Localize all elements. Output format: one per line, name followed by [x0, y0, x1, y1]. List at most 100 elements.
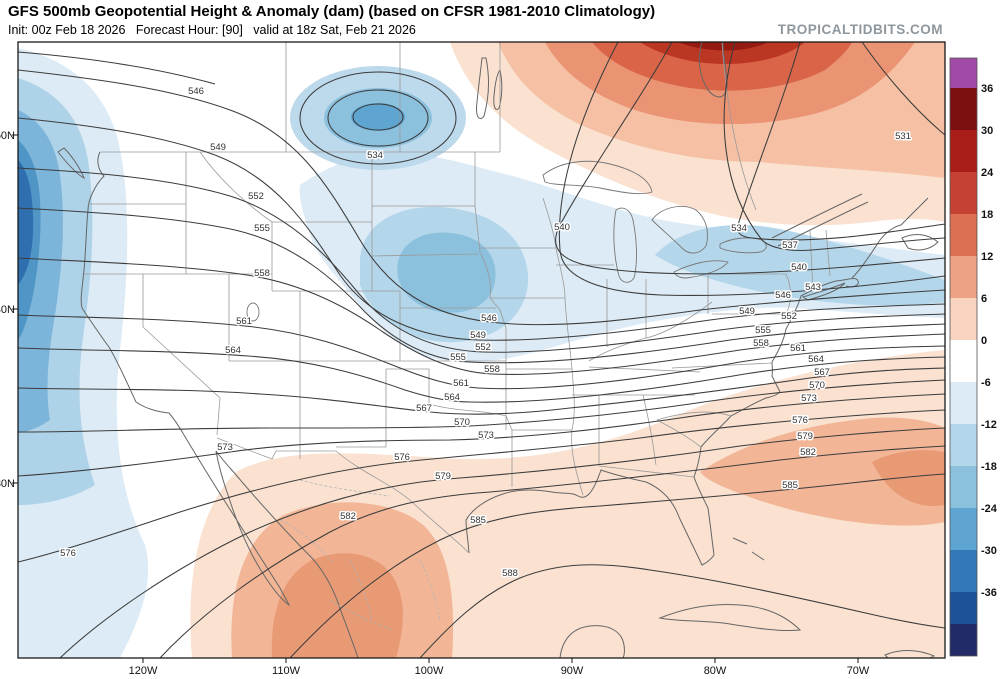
lon-label: 100W — [415, 665, 444, 677]
lon-label: 80W — [704, 665, 727, 677]
contour-546-path — [18, 69, 945, 326]
contour-label: 552 — [248, 191, 264, 202]
contour-label: 555 — [450, 352, 466, 363]
contour-label: 555 — [755, 325, 771, 336]
contour-label: 540 — [554, 222, 570, 233]
anomaly-blob — [700, 417, 945, 526]
colorbar-segment — [950, 550, 977, 592]
closed-low-ring — [299, 71, 457, 165]
closed-low-ring — [352, 103, 404, 131]
colorbar-tick: -12 — [981, 419, 997, 431]
anomaly-blob — [592, 42, 852, 91]
contour-555-path — [18, 207, 945, 364]
contour-label: 585 — [782, 480, 798, 491]
contour-label: 534 — [731, 223, 747, 234]
colorbar-segment — [950, 172, 977, 214]
colorbar-segment — [950, 466, 977, 508]
colorbar-tick: 12 — [981, 251, 993, 263]
contour-labels: 531 534 534 537 540 540 543 546 546 546 … — [59, 85, 913, 581]
contour-label: 552 — [781, 311, 797, 322]
colorbar-segment — [950, 88, 977, 130]
contour-label: 564 — [225, 345, 241, 356]
contour-label: 549 — [210, 142, 226, 153]
colorbar-tick: -36 — [981, 587, 997, 599]
contour-label: 549 — [470, 330, 486, 341]
lake-superior — [542, 160, 653, 195]
map-frame — [17, 41, 946, 659]
contour-label: 555 — [254, 223, 270, 234]
contour-540-path — [555, 42, 945, 275]
branding-watermark: TROPICALTIDBITS.COM — [777, 22, 943, 37]
contour-label: 579 — [435, 471, 451, 482]
anomaly-blob — [271, 553, 403, 658]
lake-ontario — [719, 237, 767, 254]
positive-anomaly-fill — [190, 42, 945, 658]
colorbar-segment — [950, 214, 977, 256]
contour-576-path — [18, 409, 945, 563]
contour-label: 582 — [800, 447, 816, 458]
contour-567-path — [18, 367, 945, 415]
lake-huron — [651, 206, 708, 254]
colorbar-segment — [950, 382, 977, 424]
contour-564-path — [18, 347, 945, 403]
contour-label: 534 — [367, 150, 383, 161]
contour-label: 573 — [801, 393, 817, 404]
contour-573-path — [18, 393, 945, 477]
colorbar-tick: 0 — [981, 335, 987, 347]
colorbar-segment — [950, 592, 977, 624]
contour-label: 564 — [808, 354, 824, 365]
height-contours — [18, 42, 945, 658]
colorbar-frame — [949, 57, 978, 657]
contour-label: 588 — [502, 568, 518, 579]
colorbar-tick: -6 — [981, 377, 991, 389]
colorbar-segment — [950, 508, 977, 550]
contour-579-path — [59, 427, 945, 658]
contour-label: 561 — [453, 378, 469, 389]
anomaly-blob — [397, 232, 496, 313]
contour-label: 561 — [790, 343, 806, 354]
lat-label: 30N — [0, 478, 15, 490]
colorbar-tick: -30 — [981, 545, 997, 557]
colorbar-tick: 30 — [981, 125, 993, 137]
anomaly-blob — [872, 450, 945, 507]
contour-label: 573 — [217, 442, 233, 453]
contour-label: 537 — [782, 240, 798, 251]
contour-588-path — [419, 564, 945, 658]
contour-label: 570 — [809, 380, 825, 391]
contour-534-path — [737, 42, 945, 241]
contour-537-path — [723, 42, 945, 251]
anomaly-blob — [655, 224, 945, 306]
contour-582-path — [159, 445, 945, 658]
colorbar-tick: -24 — [981, 503, 998, 515]
latitude-labels: 50N 40N 30N — [0, 130, 15, 490]
contour-label: 552 — [475, 342, 491, 353]
lat-label: 40N — [0, 304, 15, 316]
colorbar-segment — [950, 256, 977, 298]
contour-label: 576 — [60, 548, 76, 559]
contour-label: 549 — [739, 306, 755, 317]
contour-label: 546 — [481, 313, 497, 324]
lake-erie — [673, 260, 729, 279]
closed-low-fill — [351, 103, 405, 131]
contour-label: 558 — [753, 338, 769, 349]
anomaly-blob — [18, 160, 34, 285]
contour-531-path — [861, 42, 945, 136]
colorbar-segment — [950, 340, 977, 382]
contour-label: 567 — [416, 403, 432, 414]
colorbar-segment — [950, 58, 977, 88]
contour-label: 561 — [236, 316, 252, 327]
contour-label: 579 — [797, 431, 813, 442]
contour-label: 543 — [805, 282, 821, 293]
contour-label: 585 — [470, 515, 486, 526]
page-title: GFS 500mb Geopotential Height & Anomaly … — [8, 3, 656, 20]
contour-561-path — [18, 314, 945, 390]
contour-label: 546 — [188, 86, 204, 97]
contour-label: 564 — [444, 392, 460, 403]
contour-label: 582 — [340, 511, 356, 522]
great-salt-lake — [246, 302, 260, 322]
contour-label: 558 — [254, 268, 270, 279]
contour-label: 567 — [814, 367, 830, 378]
colorbar-tick: 6 — [981, 293, 987, 305]
contour-585-path — [289, 473, 945, 658]
